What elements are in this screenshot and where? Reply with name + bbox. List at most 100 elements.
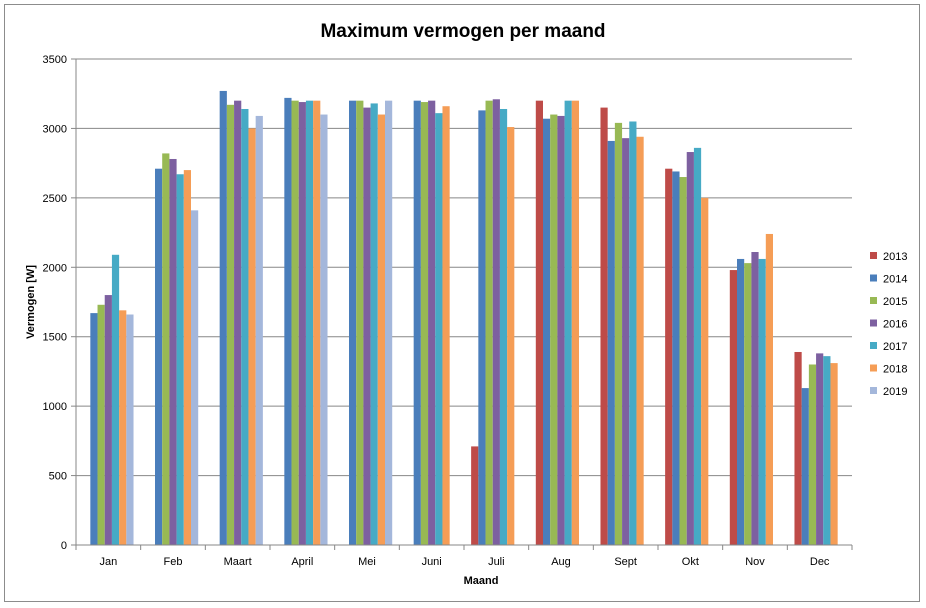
- bar-2015-mei: [356, 100, 364, 545]
- bar-2017-nov: [758, 258, 766, 545]
- legend-swatch-2017: [870, 342, 877, 349]
- bar-2019-mei: [385, 100, 393, 545]
- bar-2016-jan: [104, 295, 112, 545]
- bar-2016-maart: [234, 100, 242, 545]
- bar-2015-april: [291, 100, 299, 545]
- bar-2015-juni: [420, 102, 429, 546]
- bar-2017-april: [305, 100, 314, 545]
- x-tick-label: Okt: [682, 556, 699, 568]
- bar-2013-okt: [665, 168, 673, 545]
- legend-label-2019: 2019: [883, 386, 907, 398]
- legend-label-2016: 2016: [883, 319, 907, 331]
- y-axis-title: Vermogen [W]: [25, 265, 37, 339]
- bar-2015-maart: [226, 104, 235, 545]
- bar-2014-sept: [607, 140, 615, 545]
- bar-2016-april: [298, 102, 306, 546]
- bar-2018-april: [313, 100, 321, 545]
- bar-2014-juli: [478, 110, 486, 545]
- y-tick-label: 500: [49, 471, 67, 483]
- x-tick-label: Sept: [614, 556, 637, 568]
- legend: 2013 2014 2015 2016 2017 2018 2019: [870, 251, 907, 398]
- bar-2018-okt: [701, 197, 709, 546]
- y-tick-label: 3500: [43, 54, 67, 66]
- bar-2016-dec: [816, 353, 824, 545]
- bar-2016-okt: [686, 152, 694, 545]
- bar-2015-dec: [808, 364, 817, 545]
- bar-2015-jan: [97, 304, 105, 545]
- bar-2015-aug: [550, 114, 558, 545]
- bar-2015-sept: [614, 122, 623, 546]
- y-tick-labels: 0 500 1000 1500 2000 2500 3000 3500: [43, 54, 67, 552]
- legend-swatch-2016: [870, 319, 877, 327]
- legend-label-2014: 2014: [883, 274, 907, 286]
- bar-2016-juni: [428, 100, 436, 545]
- bar-2014-dec: [801, 388, 809, 545]
- bar-2013-juli: [471, 446, 479, 545]
- axes: [71, 58, 853, 550]
- bar-2019-jan: [126, 314, 134, 545]
- x-axis-title: Maand: [464, 575, 499, 587]
- bar-2017-aug: [564, 100, 572, 545]
- bar-2013-nov: [729, 270, 737, 545]
- chart-title: Maximum vermogen per maand: [320, 21, 605, 42]
- y-tick-label: 1500: [43, 332, 67, 344]
- legend-label-2013: 2013: [883, 251, 907, 263]
- y-tick-label: 2000: [43, 262, 67, 274]
- bar-2018-juli: [507, 127, 515, 545]
- x-tick-label: Maart: [224, 556, 252, 568]
- x-tick-label: April: [291, 556, 313, 568]
- x-tick-label: Aug: [551, 556, 571, 568]
- bar-2013-sept: [600, 107, 608, 545]
- bar-2017-maart: [241, 108, 249, 546]
- y-tick-label: 3000: [43, 123, 67, 135]
- bar-2016-feb: [169, 158, 177, 546]
- bar-2018-maart: [248, 128, 256, 545]
- bar-2018-jan: [119, 310, 127, 545]
- bar-2017-dec: [823, 356, 831, 545]
- x-tick-label: Jan: [99, 556, 117, 568]
- bar-2016-nov: [751, 252, 759, 545]
- bar-2015-juli: [485, 100, 493, 545]
- bar-2016-aug: [557, 115, 565, 546]
- bar-2013-aug: [535, 100, 543, 545]
- bar-2017-sept: [629, 121, 637, 546]
- y-tick-label: 2500: [43, 193, 67, 205]
- bar-2018-feb: [183, 170, 191, 545]
- x-tick-label: Juli: [488, 556, 505, 568]
- bar-2014-okt: [672, 171, 680, 545]
- legend-swatch-2018: [870, 364, 877, 372]
- bar-2014-mei: [349, 100, 357, 545]
- bar-2018-nov: [765, 233, 773, 545]
- bars: [90, 90, 838, 546]
- bar-2014-maart: [219, 90, 227, 545]
- bar-2019-maart: [255, 115, 263, 546]
- bar-2014-nov: [737, 258, 745, 545]
- bar-2014-april: [284, 97, 292, 545]
- bar-2013-dec: [794, 351, 802, 545]
- bar-2018-sept: [636, 136, 644, 545]
- bar-2014-juni: [413, 100, 421, 545]
- y-tick-label: 1000: [43, 401, 67, 413]
- bar-2015-nov: [744, 263, 752, 545]
- x-tick-label: Feb: [164, 556, 183, 568]
- bar-2019-feb: [191, 210, 199, 545]
- legend-swatch-2015: [870, 297, 877, 304]
- legend-label-2018: 2018: [883, 364, 907, 376]
- bar-2016-juli: [492, 99, 500, 546]
- bar-2017-juli: [499, 108, 508, 546]
- legend-swatch-2019: [870, 387, 877, 394]
- bar-2017-jan: [111, 254, 120, 546]
- bar-2017-okt: [693, 147, 702, 545]
- bar-2016-mei: [363, 107, 371, 545]
- bar-2018-dec: [830, 363, 838, 545]
- bar-2018-mei: [377, 114, 385, 545]
- bar-2014-aug: [543, 118, 551, 546]
- bar-2014-jan: [90, 313, 98, 545]
- legend-label-2017: 2017: [883, 341, 907, 353]
- bar-2018-aug: [571, 100, 579, 545]
- bar-2018-juni: [442, 106, 450, 546]
- x-tick-label: Nov: [745, 556, 765, 568]
- x-tick-label: Mei: [358, 556, 376, 568]
- x-tick-labels: Jan Feb Maart April Mei Juni Juli Aug Sept Okt Nov…: [99, 556, 829, 568]
- legend-label-2015: 2015: [883, 296, 907, 308]
